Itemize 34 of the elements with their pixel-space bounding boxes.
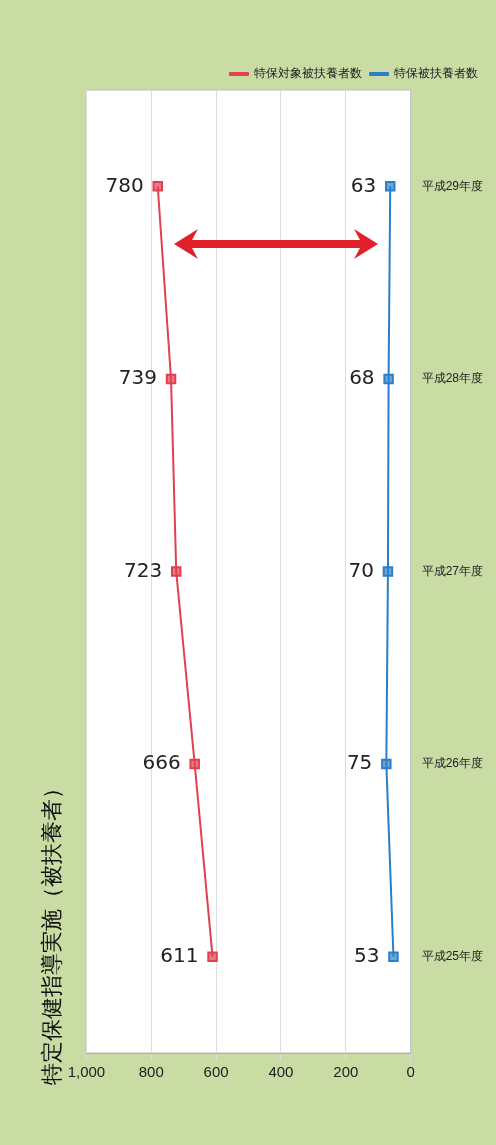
text: 特定保健指導実施（被扶養者） xyxy=(39,777,65,1085)
point xyxy=(384,181,396,192)
y-tick-label: 平成28年度 xyxy=(421,371,484,386)
data-label: 75 xyxy=(346,750,373,775)
y-tick-label: 平成27年度 xyxy=(421,563,484,578)
data-label: 611 xyxy=(160,942,199,967)
x-tick-label: 600 xyxy=(203,1063,229,1081)
data-label: 666 xyxy=(142,750,181,775)
x-tick-label: 200 xyxy=(333,1063,359,1081)
data-label: 53 xyxy=(354,942,380,967)
point xyxy=(207,951,218,962)
point xyxy=(381,758,392,770)
point xyxy=(388,951,399,962)
x-tick-label: 1,000 xyxy=(67,1063,106,1081)
point xyxy=(170,566,182,577)
point xyxy=(383,373,394,385)
data-label: 68 xyxy=(349,365,375,390)
y-tick-label: 平成26年度 xyxy=(421,756,484,771)
x-tick-label: 400 xyxy=(268,1063,294,1081)
point xyxy=(152,181,163,192)
y-tick-label: 平成25年度 xyxy=(421,949,484,964)
legend-label: 特保被扶養者数 xyxy=(394,66,478,81)
data-label: 723 xyxy=(124,557,163,582)
data-label: 70 xyxy=(348,557,374,582)
x-tick-label: 800 xyxy=(138,1063,164,1081)
legend-label: 特保対象被扶養者数 xyxy=(254,66,362,81)
x-tick-label: 0 xyxy=(406,1063,415,1081)
point xyxy=(189,758,200,770)
y-tick-label: 平成29年度 xyxy=(421,178,484,193)
point xyxy=(165,373,177,385)
data-label: 780 xyxy=(105,172,144,197)
data-label: 63 xyxy=(350,172,377,197)
point xyxy=(382,566,394,577)
data-label: 739 xyxy=(118,365,158,390)
